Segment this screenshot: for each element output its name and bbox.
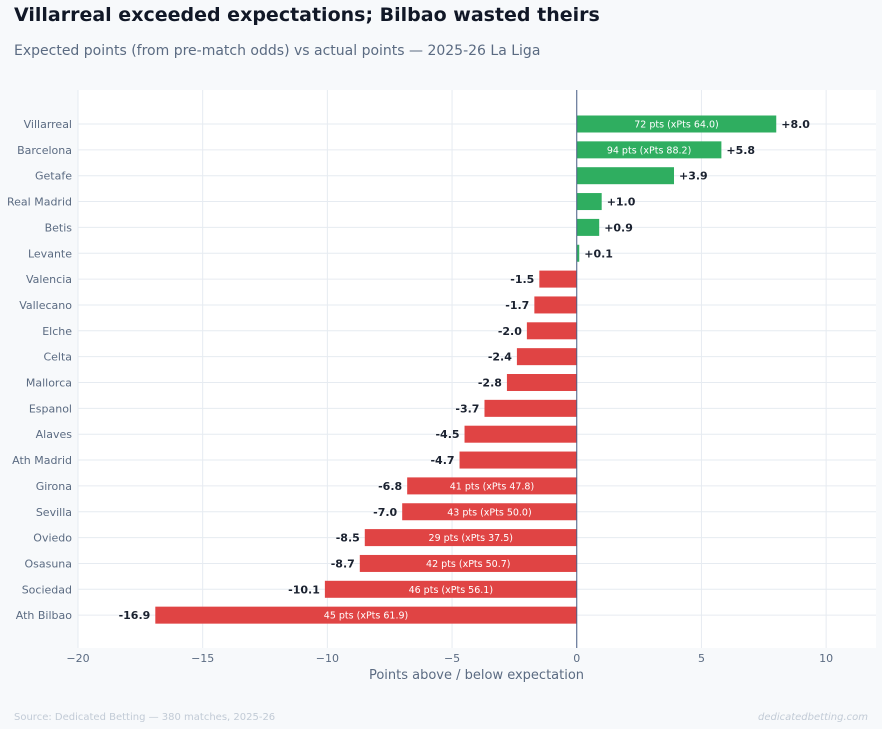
bar-annotation: 45 pts (xPts 61.9) bbox=[324, 611, 408, 622]
y-tick-label: Oviedo bbox=[33, 532, 72, 545]
y-tick-label: Alaves bbox=[36, 428, 73, 441]
y-tick-label: Levante bbox=[28, 247, 72, 260]
bar-value-label: +5.8 bbox=[726, 144, 755, 157]
x-tick-label: −15 bbox=[191, 652, 214, 665]
chart-title: Villarreal exceeded expectations; Bilbao… bbox=[14, 4, 600, 26]
bar bbox=[359, 554, 577, 572]
bar bbox=[484, 399, 577, 417]
bar-annotation: 94 pts (xPts 88.2) bbox=[607, 145, 691, 156]
bar-value-label: -8.7 bbox=[331, 557, 355, 570]
y-tick-label: Villarreal bbox=[24, 118, 72, 131]
bar bbox=[464, 425, 577, 443]
x-tick-label: 0 bbox=[573, 652, 580, 665]
y-tick-label: Getafe bbox=[35, 170, 72, 183]
bar-value-label: +0.9 bbox=[604, 221, 633, 234]
bar bbox=[576, 193, 602, 211]
chart-subtitle: Expected points (from pre-match odds) vs… bbox=[14, 43, 541, 59]
bar bbox=[407, 477, 577, 495]
bar bbox=[324, 580, 577, 598]
bar-value-label: -1.5 bbox=[510, 273, 534, 286]
bar bbox=[576, 141, 722, 159]
x-tick-label: 5 bbox=[698, 652, 705, 665]
x-tick-label: −5 bbox=[444, 652, 460, 665]
bar-value-label: -2.4 bbox=[488, 351, 512, 364]
bar bbox=[402, 503, 577, 521]
bar bbox=[576, 115, 777, 133]
source-note: Source: Dedicated Betting — 380 matches,… bbox=[14, 712, 276, 723]
y-tick-label: Barcelona bbox=[17, 144, 72, 157]
bar-value-label: +0.1 bbox=[584, 247, 613, 260]
y-axis-labels: Villarreal Barcelona Getafe Real Madrid Beti… bbox=[7, 118, 72, 622]
bar-annotation: 41 pts (xPts 47.8) bbox=[450, 481, 534, 492]
bar-value-label: +3.9 bbox=[679, 170, 708, 183]
brand-watermark: dedicatedbetting.com bbox=[757, 712, 868, 723]
y-tick-label: Real Madrid bbox=[7, 196, 72, 209]
x-tick-label: −10 bbox=[316, 652, 339, 665]
bar-value-label: -2.0 bbox=[498, 325, 522, 338]
y-tick-label: Osasuna bbox=[24, 557, 72, 570]
bar-value-label: -4.5 bbox=[435, 428, 459, 441]
y-tick-label: Celta bbox=[43, 351, 72, 364]
x-axis-label: Points above / below expectation bbox=[369, 668, 584, 683]
bar bbox=[539, 270, 577, 288]
bar-value-label: -8.5 bbox=[336, 532, 360, 545]
bar bbox=[534, 296, 577, 314]
bar bbox=[576, 244, 580, 262]
y-tick-label: Mallorca bbox=[26, 377, 72, 390]
y-tick-label: Ath Bilbao bbox=[16, 609, 72, 622]
y-tick-label: Betis bbox=[45, 221, 73, 234]
x-tick-label: −20 bbox=[66, 652, 89, 665]
bar-value-label: -6.8 bbox=[378, 480, 402, 493]
y-tick-label: Espanol bbox=[29, 402, 72, 415]
y-tick-label: Elche bbox=[42, 325, 72, 338]
bar bbox=[506, 374, 577, 391]
bar bbox=[516, 348, 577, 366]
bar bbox=[364, 529, 577, 547]
y-tick-label: Valencia bbox=[26, 273, 72, 286]
x-tick-label: 10 bbox=[819, 652, 833, 665]
bar-value-label: -3.7 bbox=[455, 402, 479, 415]
y-tick-label: Sociedad bbox=[22, 583, 72, 596]
bar bbox=[576, 218, 600, 236]
y-tick-label: Vallecano bbox=[19, 299, 72, 312]
bar-value-label: -1.7 bbox=[505, 299, 529, 312]
bar-annotation: 72 pts (xPts 64.0) bbox=[634, 120, 718, 131]
bar-value-label: -7.0 bbox=[373, 506, 397, 519]
bars-group: +8.0 72 pts (xPts 64.0) +5.8 94 pts (xPts 8… bbox=[119, 115, 810, 624]
bar-annotation: 46 pts (xPts 56.1) bbox=[409, 585, 493, 596]
bar bbox=[459, 451, 577, 469]
bar-value-label: +8.0 bbox=[781, 118, 810, 131]
bar bbox=[576, 167, 675, 185]
y-tick-label: Ath Madrid bbox=[12, 454, 72, 467]
bar-value-label: -10.1 bbox=[288, 583, 320, 596]
bar-value-label: +1.0 bbox=[607, 196, 636, 209]
bar-annotation: 43 pts (xPts 50.0) bbox=[447, 507, 531, 518]
bar-value-label: -2.8 bbox=[478, 377, 502, 390]
bar-value-label: -4.7 bbox=[430, 454, 454, 467]
y-tick-label: Sevilla bbox=[36, 506, 72, 519]
bar-annotation: 29 pts (xPts 37.5) bbox=[429, 533, 513, 544]
bar-annotation: 42 pts (xPts 50.7) bbox=[426, 559, 510, 570]
bar bbox=[155, 606, 577, 624]
y-tick-label: Girona bbox=[36, 480, 72, 493]
bar bbox=[526, 322, 577, 340]
bar-value-label: -16.9 bbox=[119, 609, 151, 622]
x-axis-ticks: −20 −15 −10 −5 0 5 10 bbox=[66, 652, 833, 665]
